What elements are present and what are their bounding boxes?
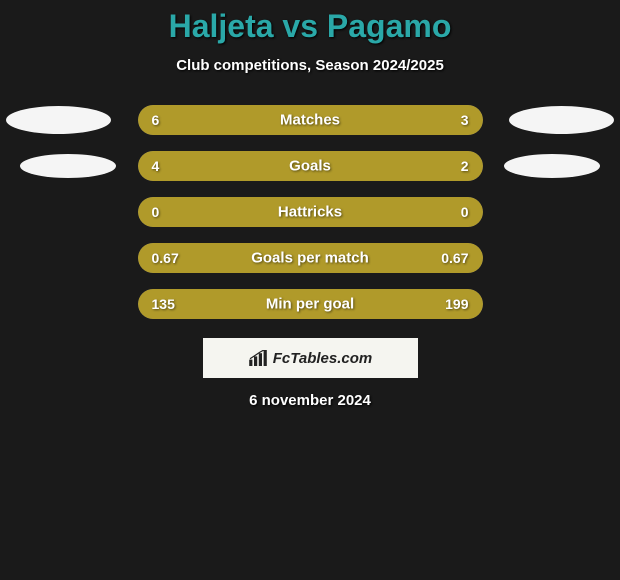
stat-value-right: 0 [461, 204, 469, 220]
stat-row: 6 Matches 3 [0, 104, 620, 136]
player-right-ellipse [504, 154, 600, 178]
stat-label: Hattricks [278, 204, 342, 221]
comparison-container: Haljeta vs Pagamo Club competitions, Sea… [0, 0, 620, 409]
player-right-ellipse [509, 106, 614, 134]
stat-value-right: 199 [445, 296, 468, 312]
stat-value-right: 3 [461, 112, 469, 128]
stat-row: 4 Goals 2 [0, 150, 620, 182]
stat-row: 0.67 Goals per match 0.67 [0, 242, 620, 274]
stat-value-left: 0 [152, 204, 160, 220]
date-text: 6 november 2024 [0, 392, 620, 409]
brand-text: FcTables.com [273, 350, 372, 367]
player-left-ellipse [6, 106, 111, 134]
subtitle: Club competitions, Season 2024/2025 [0, 57, 620, 74]
stat-value-left: 135 [152, 296, 175, 312]
stat-bar: 6 Matches 3 [138, 105, 483, 135]
stat-label: Matches [280, 112, 340, 129]
stat-bar: 135 Min per goal 199 [138, 289, 483, 319]
brand-box[interactable]: FcTables.com [203, 338, 418, 378]
stat-label: Goals per match [251, 250, 369, 267]
stat-bar: 4 Goals 2 [138, 151, 483, 181]
stat-bar: 0 Hattricks 0 [138, 197, 483, 227]
stat-bar: 0.67 Goals per match 0.67 [138, 243, 483, 273]
stat-value-left: 4 [152, 158, 160, 174]
stat-row: 0 Hattricks 0 [0, 196, 620, 228]
page-title: Haljeta vs Pagamo [0, 8, 620, 45]
stat-label: Min per goal [266, 296, 354, 313]
bar-chart-icon [248, 350, 268, 366]
stat-value-right: 2 [461, 158, 469, 174]
stat-row: 135 Min per goal 199 [0, 288, 620, 320]
player-left-ellipse [20, 154, 116, 178]
stat-value-right: 0.67 [441, 250, 468, 266]
stat-label: Goals [289, 158, 331, 175]
stat-value-left: 0.67 [152, 250, 179, 266]
stat-value-left: 6 [152, 112, 160, 128]
